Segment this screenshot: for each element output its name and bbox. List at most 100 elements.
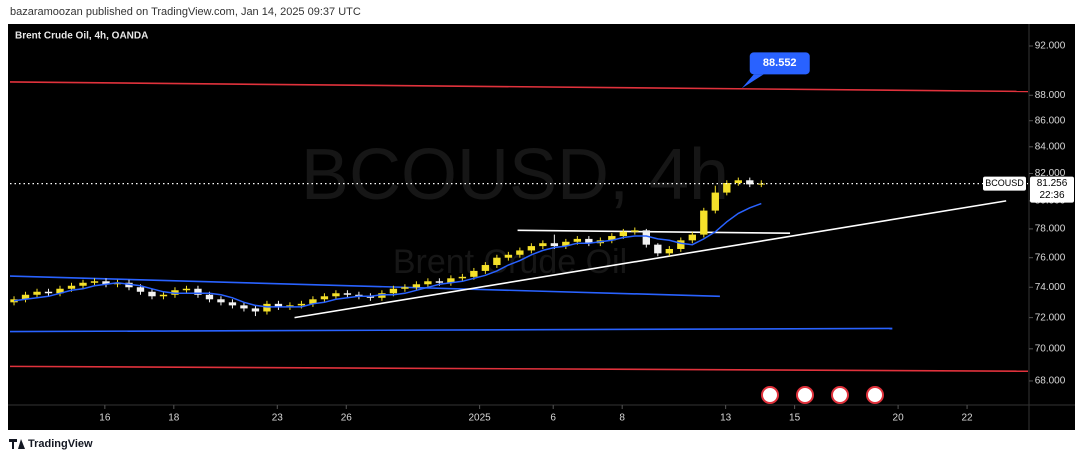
- event-icon: [866, 386, 884, 404]
- trend-line: [294, 200, 1007, 319]
- candle-body: [56, 288, 64, 294]
- published-line: bazaramoozan published on TradingView.co…: [10, 6, 361, 18]
- y-tick-label: 88.000: [1035, 90, 1066, 101]
- candle-body: [389, 288, 398, 294]
- event-icons: [761, 386, 884, 404]
- candle-body: [757, 183, 765, 185]
- candle-body: [286, 305, 294, 307]
- candle-body: [493, 257, 501, 266]
- candle-body: [677, 240, 685, 249]
- callout-box: [749, 52, 810, 75]
- candle-body: [148, 291, 156, 297]
- chart-title: Brent Crude Oil, 4h, OANDA: [15, 31, 148, 42]
- candle-body: [631, 230, 639, 232]
- event-icon: [831, 386, 849, 404]
- candle-body: [412, 284, 421, 288]
- candle-body: [642, 230, 651, 245]
- y-tick-label: 68.000: [1035, 376, 1066, 387]
- x-tick-label: 26: [341, 413, 353, 424]
- candle-body: [447, 278, 455, 283]
- plot: [10, 81, 1028, 373]
- candle-body: [355, 294, 363, 297]
- last-price-label: 81.256: [1037, 178, 1068, 189]
- candle-body: [217, 299, 225, 303]
- y-tick-label: 76.000: [1035, 252, 1066, 263]
- candle-body: [619, 231, 628, 237]
- candle-body: [654, 244, 662, 254]
- candle-body: [194, 288, 202, 295]
- candle-body: [263, 303, 271, 312]
- candle-body: [688, 234, 696, 241]
- candle-body: [504, 254, 513, 258]
- x-tick-label: 15: [789, 413, 801, 424]
- candle-body: [343, 293, 352, 295]
- candle-body: [136, 287, 145, 292]
- candle-body: [435, 281, 444, 283]
- x-tick-label: 6: [550, 413, 556, 424]
- x-tick-label: 18: [168, 413, 180, 424]
- x-tick-label: 8: [619, 413, 625, 424]
- candle-body: [539, 243, 547, 247]
- candle-body: [665, 248, 673, 254]
- candle-body: [274, 303, 283, 307]
- trend-line: [10, 327, 893, 333]
- candle-body: [573, 238, 582, 242]
- candle-body: [21, 294, 30, 300]
- candle-body: [228, 302, 237, 306]
- candle-body: [33, 291, 41, 295]
- y-tick-label: 84.000: [1035, 141, 1066, 152]
- x-tick-label: 16: [99, 413, 111, 424]
- callout-label: 88.552: [763, 57, 797, 69]
- candle-body: [562, 241, 570, 247]
- candle-body: [527, 246, 536, 251]
- x-tick-label: 22: [962, 413, 974, 424]
- candle-body: [734, 180, 742, 184]
- candle-body: [723, 183, 731, 193]
- candle-body: [159, 294, 168, 297]
- symbol-tag-bg: [983, 176, 1026, 191]
- candle-body: [585, 238, 593, 244]
- trend-line: [10, 81, 1028, 93]
- y-tick-label: 78.000: [1035, 224, 1066, 235]
- symbol-tag: BCOUSD: [985, 178, 1024, 188]
- x-tick-label: 13: [720, 413, 732, 424]
- chart-background: [8, 24, 1075, 430]
- candle-body: [401, 287, 409, 289]
- y-tick-label: 72.000: [1035, 312, 1066, 323]
- candle-body: [79, 282, 87, 286]
- watermark: BCOUSD, 4h: [301, 135, 729, 215]
- moving-average: [13, 202, 762, 308]
- logo-icon: [9, 439, 25, 449]
- candle-body: [700, 210, 708, 235]
- y-tick-label: 92.000: [1035, 41, 1066, 52]
- trend-line: [10, 365, 1028, 373]
- y-tick-label: 86.000: [1035, 115, 1066, 126]
- candle-body: [205, 294, 214, 300]
- candle-body: [251, 308, 260, 312]
- candle-body: [67, 285, 76, 289]
- candle-body: [309, 299, 317, 304]
- candle-body: [746, 180, 754, 185]
- y-tick-label: 74.000: [1035, 282, 1066, 293]
- event-icon: [761, 386, 779, 404]
- candle-body: [481, 265, 490, 271]
- candle-body: [297, 303, 306, 306]
- candle-body: [320, 296, 329, 300]
- countdown: 22:36: [1039, 190, 1064, 201]
- candle-body: [608, 236, 616, 241]
- watermark-subtitle: Brent Crude Oil: [393, 243, 627, 281]
- candle-body: [470, 270, 478, 277]
- last-price-bg: [1030, 176, 1074, 203]
- y-tick-label: 82.000: [1035, 168, 1066, 179]
- candle-body: [240, 305, 248, 309]
- candle-body: [182, 288, 191, 291]
- y-tick-label: 70.000: [1035, 343, 1066, 354]
- x-tick-label: 23: [272, 413, 284, 424]
- x-tick-label: 2025: [469, 413, 492, 424]
- candle-body: [90, 281, 99, 283]
- callout-pointer: [741, 74, 764, 89]
- candle-body: [332, 293, 340, 297]
- candle-body: [711, 192, 719, 211]
